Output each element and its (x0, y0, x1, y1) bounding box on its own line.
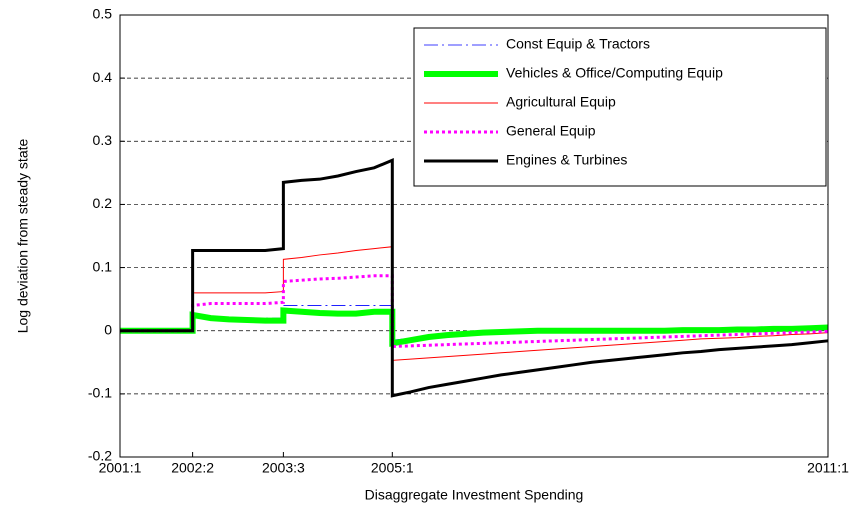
y-axis-label: Log deviation from steady state (15, 139, 31, 334)
line (120, 246, 829, 361)
legend-label: Agricultural Equip (506, 94, 616, 110)
x-tick-label: 2002:2 (171, 460, 214, 476)
x-axis-label: Disaggregate Investment Spending (365, 487, 584, 503)
y-tick-label: 0.2 (93, 195, 113, 211)
line (120, 307, 829, 347)
y-tick-label: 0 (104, 321, 112, 337)
legend-label: General Equip (506, 123, 596, 139)
line (120, 157, 829, 398)
x-tick-label: 2001:1 (99, 460, 142, 476)
y-tick-label: 0.3 (93, 132, 113, 148)
plot-frame (119, 14, 829, 458)
y-tick-label: 0.1 (93, 258, 113, 274)
y-tick-label: -0.1 (88, 385, 112, 401)
x-tick-label: 2011:1 (807, 460, 849, 476)
legend-label: Engines & Turbines (506, 152, 627, 168)
legend-label: Const Equip & Tractors (506, 36, 650, 52)
x-tick-label: 2005:1 (371, 460, 414, 476)
x-tick-label: 2003:3 (262, 460, 305, 476)
y-tick-label: 0.5 (93, 6, 113, 22)
y-tick-label: 0.4 (93, 69, 113, 85)
legend-label: Vehicles & Office/Computing Equip (506, 65, 723, 81)
y-tick-label: -0.2 (88, 448, 112, 464)
